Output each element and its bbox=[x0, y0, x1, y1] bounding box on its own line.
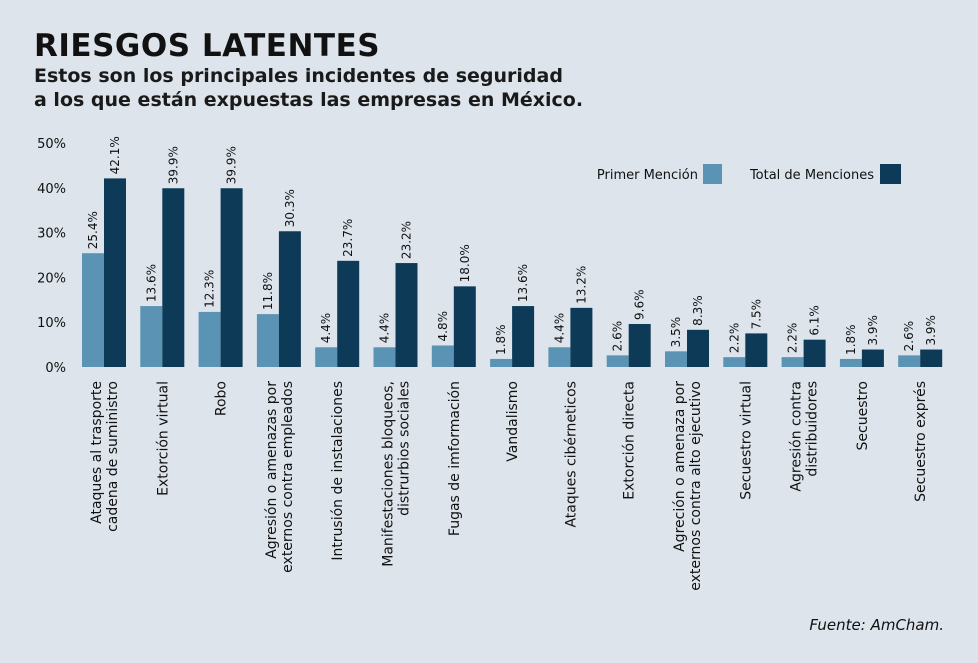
data-label: 6.1% bbox=[808, 305, 822, 336]
data-label: 25.4% bbox=[86, 211, 100, 249]
bar-primer-mencion bbox=[373, 347, 396, 367]
data-label: 18.0% bbox=[458, 244, 472, 282]
bar-total-menciones bbox=[395, 263, 418, 367]
data-label: 3.9% bbox=[866, 315, 880, 346]
data-label: 11.8% bbox=[261, 272, 275, 310]
data-label: 2.6% bbox=[902, 321, 916, 352]
bar-total-menciones bbox=[687, 329, 709, 367]
bar-primer-mencion bbox=[82, 253, 104, 367]
data-label: 39.9% bbox=[166, 146, 180, 184]
category-label: Secuestro exprés bbox=[913, 381, 929, 502]
bar-total-menciones bbox=[104, 178, 126, 367]
data-label: 1.8% bbox=[494, 324, 508, 354]
bar-total-menciones bbox=[337, 260, 360, 367]
bar-total-menciones bbox=[570, 307, 593, 367]
legend-label-total-menciones: Total de Menciones bbox=[749, 168, 874, 183]
bar-primer-mencion bbox=[198, 311, 221, 367]
category-label: Manifestaciones bloqueos, bbox=[381, 381, 397, 567]
category-label: cadena de suministro bbox=[105, 381, 121, 532]
bar-primer-mencion bbox=[256, 314, 279, 367]
bar-total-menciones bbox=[803, 339, 826, 367]
data-label: 23.7% bbox=[341, 219, 355, 257]
bar-primer-mencion bbox=[665, 351, 687, 367]
bar-total-menciones bbox=[861, 349, 884, 367]
bar-primer-mencion bbox=[606, 355, 629, 367]
category-label: Vandalismo bbox=[505, 381, 521, 462]
data-label: 23.2% bbox=[400, 221, 414, 259]
category-label: distribuidores bbox=[805, 381, 821, 477]
data-label: 13.6% bbox=[516, 264, 530, 302]
data-label: 4.8% bbox=[436, 311, 450, 342]
data-label: 13.2% bbox=[574, 266, 588, 304]
data-label: 2.2% bbox=[727, 323, 741, 354]
bar-total-menciones bbox=[278, 231, 301, 367]
bar-primer-mencion bbox=[548, 347, 571, 367]
bar-total-menciones bbox=[628, 323, 651, 367]
data-label: 13.6% bbox=[144, 264, 158, 302]
category-label: externos contra empleados bbox=[280, 381, 296, 573]
subtitle-line-1: Estos son los principales incidentes de … bbox=[34, 65, 563, 87]
category-label: distrurbios sociales bbox=[397, 381, 413, 516]
bar-primer-mencion bbox=[723, 357, 746, 367]
category-label: Agresión contra bbox=[789, 381, 805, 492]
bar-total-menciones bbox=[512, 306, 535, 367]
bar-primer-mencion bbox=[490, 358, 513, 367]
data-label: 42.1% bbox=[108, 136, 122, 174]
data-label: 4.4% bbox=[378, 313, 392, 344]
source-note: Fuente: AmCham. bbox=[809, 616, 944, 634]
bar-total-menciones bbox=[162, 188, 185, 367]
data-label: 30.3% bbox=[283, 189, 297, 227]
bar-total-menciones bbox=[920, 349, 943, 367]
category-label: Agresión o amenazas por bbox=[264, 381, 280, 559]
bar-total-menciones bbox=[453, 286, 476, 367]
subtitle-line-2: a los que están expuestas las empresas e… bbox=[34, 89, 584, 111]
data-label: 2.6% bbox=[611, 321, 625, 352]
chart-subtitle: Estos son los principales incidentes de … bbox=[34, 64, 594, 112]
category-label: Ataques cibérneticos bbox=[563, 381, 579, 528]
data-label: 7.5% bbox=[749, 299, 763, 330]
category-label: Extorción virtual bbox=[155, 381, 171, 496]
bar-total-menciones bbox=[220, 188, 243, 367]
data-label: 39.9% bbox=[225, 146, 239, 184]
legend-swatch-primer-mencion bbox=[703, 164, 722, 184]
y-tick-label: 40% bbox=[37, 182, 66, 197]
data-label: 1.8% bbox=[844, 324, 858, 355]
data-label: 4.4% bbox=[319, 313, 333, 344]
bar-primer-mencion bbox=[898, 355, 921, 367]
category-label: Fugas de imformación bbox=[447, 381, 463, 536]
y-tick-label: 20% bbox=[37, 271, 66, 286]
category-label: externos contra alto ejecutivo bbox=[688, 381, 704, 591]
bar-primer-mencion bbox=[315, 347, 338, 367]
data-label: 9.6% bbox=[633, 289, 647, 320]
bar-primer-mencion bbox=[140, 306, 163, 367]
chart-title: RIESGOS LATENTES bbox=[34, 28, 381, 64]
data-label: 3.9% bbox=[924, 315, 938, 346]
y-tick-label: 10% bbox=[37, 316, 66, 331]
data-label: 8.3% bbox=[691, 295, 705, 326]
category-label: Agreción o amenaza por bbox=[672, 381, 688, 552]
category-label: Secuestro virtual bbox=[738, 381, 754, 500]
data-label: 3.5% bbox=[669, 317, 683, 348]
category-label: Secuestro bbox=[855, 381, 871, 450]
legend-label-primer-mencion: Primer Mención bbox=[597, 168, 698, 183]
data-label: 2.2% bbox=[786, 323, 800, 354]
data-label: 4.4% bbox=[552, 313, 566, 344]
bar-primer-mencion bbox=[839, 358, 862, 367]
y-tick-label: 50% bbox=[37, 137, 66, 152]
y-tick-label: 0% bbox=[45, 361, 66, 376]
category-label: Intrusión de instalaciones bbox=[330, 381, 346, 561]
y-tick-label: 30% bbox=[37, 227, 66, 242]
category-label: Robo bbox=[214, 381, 230, 416]
legend-swatch-total-menciones bbox=[880, 164, 901, 184]
bar-primer-mencion bbox=[431, 345, 454, 367]
category-label: Ataques al trasporte bbox=[89, 381, 105, 524]
bar-primer-mencion bbox=[781, 357, 804, 367]
data-label: 12.3% bbox=[203, 270, 217, 308]
category-label: Extorción directa bbox=[622, 381, 638, 500]
bar-total-menciones bbox=[745, 333, 768, 367]
